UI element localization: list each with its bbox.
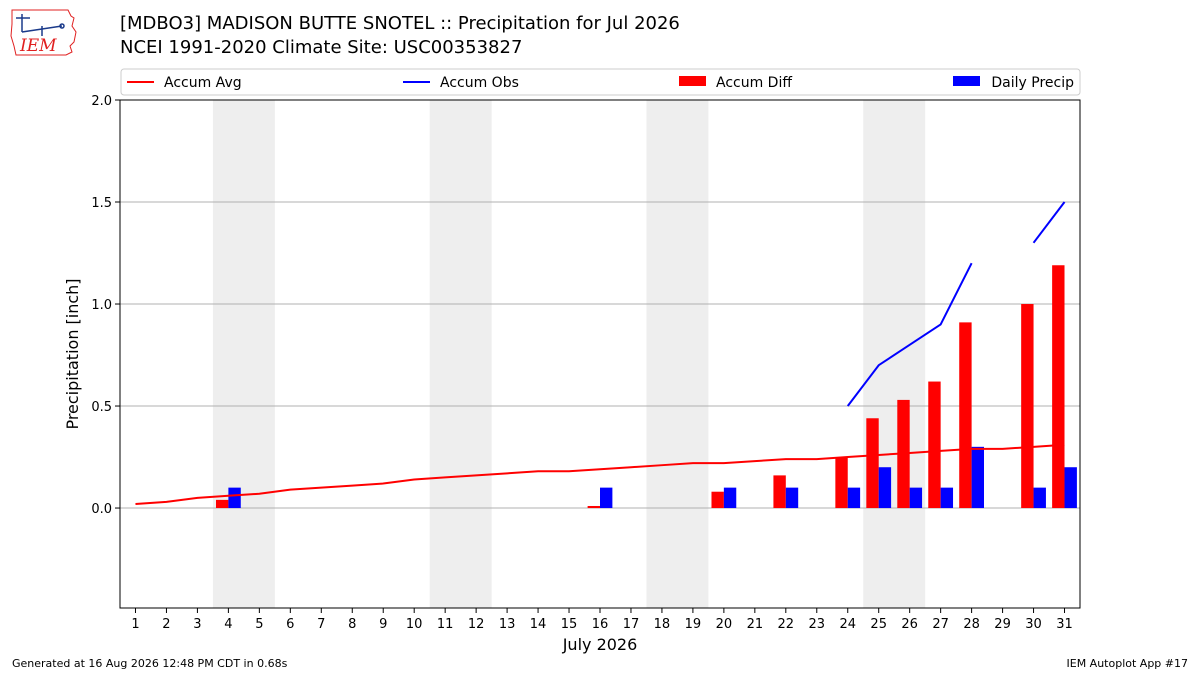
accum-diff-bar	[587, 505, 600, 509]
y-axis: 0.0 0.5 1.0 1.5 2.0	[91, 94, 120, 517]
x-tick-label: 4	[224, 617, 232, 632]
chart-title: [MDBO3] MADISON BUTTE SNOTEL :: Precipit…	[120, 13, 680, 34]
daily-precip-bar	[785, 487, 799, 509]
x-tick-label: 8	[348, 617, 356, 632]
daily-precip-bar	[847, 487, 861, 509]
accum-obs-line	[1032, 201, 1066, 244]
daily-precip-bar	[1033, 487, 1046, 509]
y-tick-label: 1.0	[91, 298, 112, 313]
x-tick-label: 22	[778, 617, 795, 632]
x-tick-label: 12	[468, 617, 485, 632]
x-tick-label: 28	[963, 617, 980, 632]
x-tick-label: 14	[530, 617, 547, 632]
y-tick-label: 0.0	[91, 502, 112, 517]
daily-precip-bar	[228, 487, 241, 509]
x-axis: 1 2 3 4 5 6 7 8 9 10 11 12 13 14 15 16 17 18 19 20 21 22 23 24 2…	[131, 608, 1073, 632]
lines	[135, 201, 1066, 505]
weekend-shading	[212, 100, 926, 608]
legend-label: Accum Diff	[716, 75, 792, 91]
weekend-shade	[646, 100, 709, 608]
weekend-shade	[212, 100, 275, 608]
legend-box	[120, 68, 1081, 96]
bars	[216, 265, 1077, 509]
daily-precip-bar	[971, 446, 984, 509]
x-tick-label: 29	[994, 617, 1011, 632]
x-tick-label: 3	[193, 617, 201, 632]
x-tick-label: 13	[499, 617, 516, 632]
accum-diff-bar	[216, 499, 229, 509]
y-tick-label: 0.5	[91, 400, 112, 415]
x-tick-label: 5	[255, 617, 263, 632]
daily-precip-bar	[600, 487, 613, 509]
daily-precip-bar	[723, 487, 737, 509]
accum-diff-bar	[711, 491, 724, 509]
accum-diff-bar	[773, 475, 786, 509]
y-axis-label: Precipitation [inch]	[63, 278, 82, 429]
x-tick-label: 30	[1025, 617, 1042, 632]
legend: Accum Avg Accum Obs Accum Diff Daily Precip	[120, 68, 1081, 96]
chart-subtitle: NCEI 1991-2020 Climate Site: USC00353827	[120, 37, 523, 58]
accum-diff-bar	[1052, 265, 1065, 509]
x-tick-label: 16	[592, 617, 609, 632]
legend-label: Accum Obs	[440, 75, 519, 91]
x-tick-label: 23	[809, 617, 826, 632]
accum-diff-bar	[866, 418, 879, 509]
x-tick-label: 27	[932, 617, 949, 632]
x-tick-label: 20	[716, 617, 733, 632]
x-axis-label: July 2026	[562, 635, 638, 654]
x-tick-label: 15	[561, 617, 578, 632]
x-tick-label: 9	[379, 617, 387, 632]
x-tick-label: 17	[623, 617, 640, 632]
iowa-outline-icon	[10, 9, 77, 56]
generated-timestamp: Generated at 16 Aug 2026 12:48 PM CDT in…	[12, 657, 288, 670]
accum-diff-bar	[835, 457, 848, 509]
accum-avg-line	[135, 443, 1065, 505]
x-tick-label: 2	[162, 617, 170, 632]
x-tick-label: 31	[1056, 617, 1073, 632]
x-tick-label: 24	[839, 617, 856, 632]
daily-precip-bar	[909, 487, 923, 509]
x-tick-label: 7	[317, 617, 325, 632]
weather-station-icon	[16, 14, 65, 36]
x-tick-label: 25	[870, 617, 887, 632]
iem-logo: IEM	[10, 9, 77, 56]
accum-diff-bar	[928, 381, 941, 509]
accum-diff-bar	[1021, 304, 1034, 509]
weekend-shade	[429, 100, 492, 608]
legend-swatch	[679, 76, 706, 86]
x-tick-label: 6	[286, 617, 294, 632]
legend-swatch	[953, 76, 980, 86]
x-tick-label: 1	[131, 617, 139, 632]
daily-precip-bar	[940, 487, 954, 509]
x-tick-label: 26	[901, 617, 918, 632]
daily-precip-bar	[878, 467, 892, 509]
x-tick-label: 11	[437, 617, 454, 632]
logo-text: IEM	[19, 36, 57, 56]
x-tick-label: 19	[685, 617, 702, 632]
y-tick-label: 2.0	[91, 94, 112, 109]
x-tick-label: 10	[406, 617, 423, 632]
y-tick-label: 1.5	[91, 196, 112, 211]
daily-precip-bar	[1064, 467, 1077, 509]
x-tick-label: 18	[654, 617, 671, 632]
accum-diff-bar	[959, 322, 972, 509]
accum-obs-line	[846, 262, 973, 407]
app-label: IEM Autoplot App #17	[1066, 657, 1189, 670]
legend-label: Accum Avg	[164, 75, 242, 91]
legend-label: Daily Precip	[991, 75, 1074, 91]
x-tick-label: 21	[747, 617, 764, 632]
